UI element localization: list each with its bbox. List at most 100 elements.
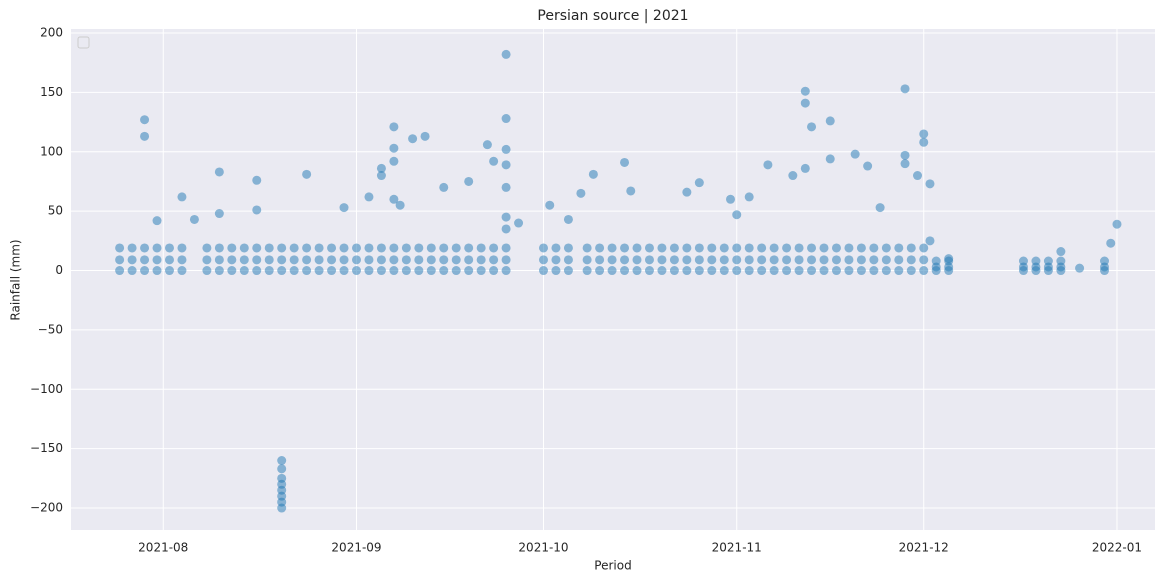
y-tick-label: −150 xyxy=(30,441,63,455)
point xyxy=(563,214,573,224)
point xyxy=(426,243,436,253)
point xyxy=(426,255,436,265)
point xyxy=(420,131,430,141)
point xyxy=(694,266,704,276)
point xyxy=(339,266,349,276)
point xyxy=(314,255,324,265)
point xyxy=(538,266,548,276)
point xyxy=(744,266,754,276)
point xyxy=(869,255,879,265)
point xyxy=(644,243,654,253)
point xyxy=(856,243,866,253)
point xyxy=(152,266,162,276)
point xyxy=(856,255,866,265)
point xyxy=(364,243,374,253)
point xyxy=(707,266,717,276)
point xyxy=(825,154,835,164)
point xyxy=(327,243,337,253)
point xyxy=(164,243,174,253)
point xyxy=(732,243,742,253)
point xyxy=(881,243,891,253)
point xyxy=(788,171,798,181)
point xyxy=(538,243,548,253)
point xyxy=(844,243,854,253)
point xyxy=(302,169,312,179)
point xyxy=(140,115,150,125)
point xyxy=(607,266,617,276)
point xyxy=(732,210,742,220)
point xyxy=(744,192,754,202)
point xyxy=(900,150,910,160)
point xyxy=(501,160,511,170)
point xyxy=(376,163,386,173)
point xyxy=(919,266,929,276)
point xyxy=(881,266,891,276)
point xyxy=(152,255,162,265)
point xyxy=(881,255,891,265)
point xyxy=(719,255,729,265)
point xyxy=(127,255,137,265)
point xyxy=(682,187,692,197)
point xyxy=(744,243,754,253)
point xyxy=(389,255,399,265)
chart-title: Persian source | 2021 xyxy=(537,8,688,24)
point xyxy=(289,255,299,265)
point xyxy=(576,188,586,198)
point xyxy=(757,266,767,276)
point xyxy=(476,266,486,276)
point xyxy=(414,266,424,276)
point xyxy=(669,255,679,265)
point xyxy=(264,243,274,253)
y-tick-label: 150 xyxy=(40,85,63,99)
point xyxy=(476,255,486,265)
point xyxy=(944,254,954,264)
point xyxy=(501,212,511,222)
point xyxy=(489,156,499,166)
point xyxy=(669,243,679,253)
point xyxy=(607,255,617,265)
y-tick-label: −100 xyxy=(30,382,63,396)
point xyxy=(127,266,137,276)
point xyxy=(551,243,561,253)
point xyxy=(482,140,492,150)
point xyxy=(800,98,810,108)
point xyxy=(595,243,605,253)
point xyxy=(782,255,792,265)
point xyxy=(682,255,692,265)
point xyxy=(177,243,187,253)
point xyxy=(894,243,904,253)
point xyxy=(302,255,312,265)
point xyxy=(214,243,224,253)
point xyxy=(351,255,361,265)
point xyxy=(389,122,399,132)
point xyxy=(726,194,736,204)
point xyxy=(277,266,287,276)
point xyxy=(875,203,885,213)
point xyxy=(682,266,692,276)
point xyxy=(401,255,411,265)
y-tick-label: 0 xyxy=(55,263,63,277)
y-tick-label: 100 xyxy=(40,144,63,158)
point xyxy=(844,266,854,276)
point xyxy=(844,255,854,265)
point xyxy=(894,255,904,265)
point xyxy=(289,266,299,276)
point xyxy=(152,216,162,226)
point xyxy=(919,243,929,253)
point xyxy=(189,214,199,224)
point xyxy=(925,236,935,246)
point xyxy=(464,255,474,265)
point xyxy=(763,160,773,170)
point xyxy=(913,171,923,181)
point xyxy=(620,255,630,265)
point xyxy=(538,255,548,265)
point xyxy=(863,161,873,171)
point xyxy=(489,255,499,265)
point xyxy=(339,243,349,253)
x-tick-label: 2021-11 xyxy=(712,541,762,555)
point xyxy=(376,243,386,253)
legend-box xyxy=(77,36,90,49)
point xyxy=(694,243,704,253)
